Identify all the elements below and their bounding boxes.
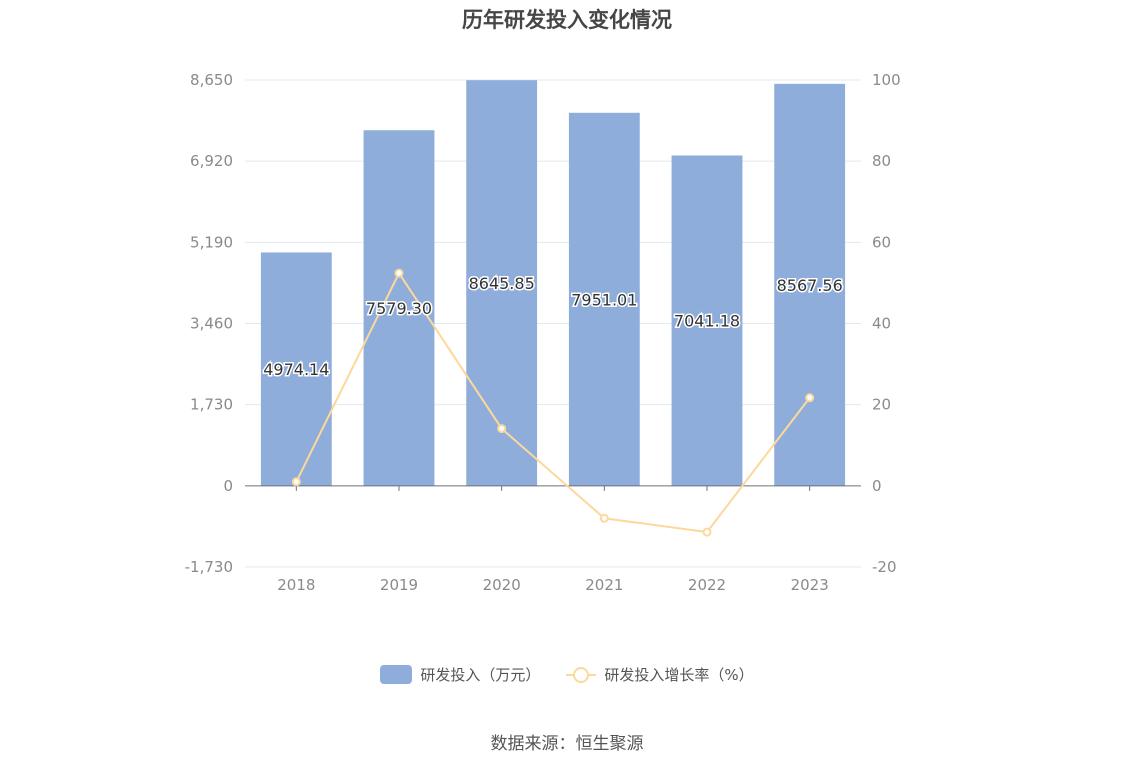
y-left-tick-label: -1,730	[185, 558, 233, 576]
bar-series	[260, 80, 846, 486]
legend-line-label: 研发投入增长率（%）	[604, 666, 754, 684]
y-left-tick-label: 6,920	[190, 152, 233, 170]
x-tick-label: 2021	[585, 576, 623, 594]
grid-lines	[245, 79, 861, 568]
bar	[260, 252, 332, 486]
data-source: 数据来源：恒生聚源	[490, 734, 644, 754]
x-tick-label: 2018	[277, 576, 315, 594]
line-series	[291, 268, 815, 537]
line-point	[291, 477, 301, 487]
y-left-tick-label: 0	[223, 477, 233, 495]
line-point	[702, 527, 712, 537]
legend-bar-swatch	[380, 665, 413, 684]
y-right-tick-label: 60	[872, 233, 891, 251]
y-axis-left: -1,730 0 1,730 3,460 5,190 6,920 8,650	[185, 71, 233, 576]
legend-item-bar[interactable]: 研发投入（万元）	[380, 664, 540, 685]
y-left-tick-label: 8,650	[190, 71, 233, 89]
bar	[568, 112, 640, 486]
y-right-tick-label: 20	[872, 396, 891, 414]
x-tick-label: 2019	[380, 576, 418, 594]
bar-value-label: 8567.56	[777, 276, 843, 295]
x-axis: 2018 2019 2020 2021 2022 2023	[245, 485, 861, 594]
bar-value-label: 7951.01	[571, 290, 637, 309]
bar-value-label: 7579.30	[366, 299, 432, 318]
legend-line-swatch	[566, 665, 597, 684]
y-right-tick-label: 100	[872, 71, 901, 89]
bar-value-label: 7041.18	[674, 312, 740, 331]
bar-labels: 4974.14 7579.30 8645.85 7951.01 7041.18 8567.…	[262, 273, 845, 381]
legend-bar-label: 研发投入（万元）	[420, 666, 541, 684]
bar-value-label: 8645.85	[469, 274, 535, 293]
y-right-tick-label: 40	[872, 315, 891, 333]
y-left-tick-label: 3,460	[190, 315, 233, 333]
bar-value-label: 4974.14	[263, 360, 329, 379]
line-point	[394, 268, 404, 278]
bar	[671, 155, 743, 486]
x-tick-label: 2022	[688, 576, 726, 594]
y-left-tick-label: 5,190	[190, 233, 233, 251]
y-left-tick-label: 1,730	[190, 396, 233, 414]
y-right-tick-label: 0	[872, 477, 882, 495]
bar	[466, 80, 538, 486]
line-point	[497, 424, 507, 434]
line-point	[805, 393, 815, 403]
y-right-tick-label: -20	[872, 558, 897, 576]
line-point	[599, 513, 609, 523]
chart-title: 历年研发投入变化情况	[462, 8, 672, 32]
y-axis-right: -20 0 20 40 60 80 100	[872, 71, 901, 576]
x-tick-label: 2023	[791, 576, 829, 594]
bar	[774, 83, 846, 486]
growth-rate-line	[295, 271, 811, 534]
x-tick-label: 2020	[483, 576, 521, 594]
legend-item-line[interactable]: 研发投入增长率（%）	[566, 664, 754, 685]
legend: 研发投入（万元） 研发投入增长率（%）	[0, 664, 1134, 685]
y-right-tick-label: 80	[872, 152, 891, 170]
